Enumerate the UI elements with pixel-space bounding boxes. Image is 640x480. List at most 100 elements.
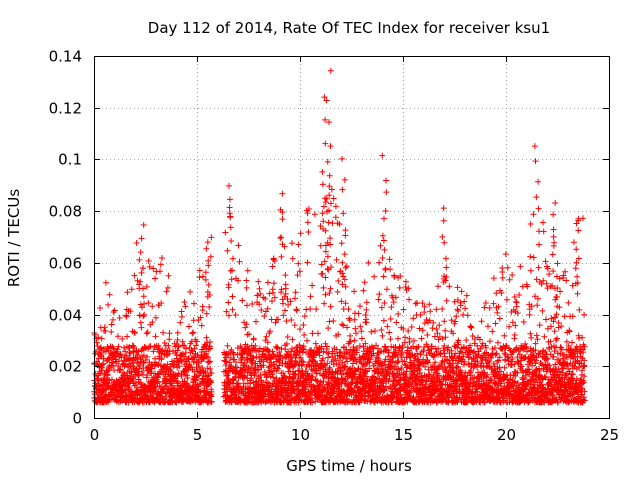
data-point bbox=[361, 279, 368, 286]
data-point bbox=[126, 384, 133, 391]
data-point bbox=[114, 346, 121, 353]
data-point bbox=[379, 332, 386, 339]
data-point bbox=[168, 368, 175, 375]
data-point bbox=[291, 322, 298, 329]
data-point bbox=[424, 332, 431, 339]
data-point bbox=[208, 234, 215, 241]
data-point bbox=[503, 296, 510, 303]
data-point bbox=[322, 274, 329, 281]
data-point bbox=[185, 323, 192, 330]
data-point bbox=[140, 313, 147, 320]
data-point bbox=[293, 306, 300, 313]
data-point bbox=[202, 269, 209, 276]
data-point bbox=[243, 302, 250, 309]
data-point bbox=[208, 379, 215, 386]
data-point bbox=[253, 353, 260, 360]
data-point bbox=[322, 340, 329, 347]
data-point bbox=[176, 363, 183, 370]
data-point bbox=[295, 260, 302, 267]
data-point bbox=[243, 321, 250, 328]
data-point bbox=[244, 267, 251, 274]
y-tick-label: 0.1 bbox=[58, 151, 82, 169]
data-point bbox=[527, 253, 534, 260]
data-point bbox=[149, 303, 156, 310]
data-point bbox=[141, 311, 148, 318]
data-point bbox=[321, 300, 328, 307]
data-point bbox=[324, 158, 331, 165]
data-point bbox=[229, 395, 236, 402]
data-point bbox=[178, 351, 185, 358]
data-point bbox=[340, 273, 347, 280]
data-point bbox=[550, 268, 557, 275]
data-point bbox=[249, 301, 256, 308]
data-point bbox=[569, 313, 576, 320]
data-point bbox=[140, 265, 147, 272]
data-point bbox=[325, 325, 332, 332]
data-point bbox=[408, 324, 415, 331]
data-point bbox=[166, 330, 173, 337]
data-point bbox=[256, 301, 263, 308]
data-point bbox=[144, 353, 151, 360]
data-point bbox=[301, 332, 308, 339]
x-tick-label: 15 bbox=[394, 426, 413, 444]
data-point bbox=[360, 287, 367, 294]
data-point bbox=[110, 308, 117, 315]
data-point bbox=[252, 342, 259, 349]
data-point bbox=[319, 168, 326, 175]
data-point bbox=[309, 282, 316, 289]
data-point bbox=[402, 278, 409, 285]
data-point bbox=[196, 267, 203, 274]
data-point bbox=[111, 353, 118, 360]
data-point bbox=[108, 328, 115, 335]
data-point bbox=[155, 342, 162, 349]
data-point bbox=[279, 216, 286, 223]
data-point bbox=[454, 306, 461, 313]
data-point bbox=[490, 300, 497, 307]
data-point bbox=[395, 311, 402, 318]
data-point bbox=[536, 228, 543, 235]
data-point bbox=[228, 237, 235, 244]
data-point bbox=[320, 218, 327, 225]
data-point bbox=[133, 239, 140, 246]
y-tick-label: 0.14 bbox=[49, 48, 82, 66]
data-point bbox=[282, 281, 289, 288]
data-point bbox=[327, 303, 334, 310]
data-point bbox=[255, 348, 262, 355]
data-point bbox=[380, 215, 387, 222]
data-point bbox=[454, 284, 461, 291]
data-point bbox=[535, 264, 542, 271]
data-point bbox=[206, 304, 213, 311]
data-point bbox=[330, 318, 337, 325]
data-point bbox=[347, 332, 354, 339]
data-point bbox=[199, 307, 206, 314]
data-point bbox=[381, 246, 388, 253]
data-point bbox=[386, 329, 393, 336]
data-point bbox=[358, 335, 365, 342]
data-point bbox=[414, 344, 421, 351]
data-point bbox=[313, 306, 320, 313]
data-point bbox=[421, 309, 428, 316]
data-point bbox=[183, 372, 190, 379]
x-tick-label: 25 bbox=[600, 426, 619, 444]
data-point bbox=[256, 345, 263, 352]
data-point bbox=[223, 308, 230, 315]
data-point bbox=[106, 377, 113, 384]
x-tick-label: 10 bbox=[291, 426, 310, 444]
data-point bbox=[269, 298, 276, 305]
data-point bbox=[146, 263, 153, 270]
data-point bbox=[228, 276, 235, 283]
data-point bbox=[327, 285, 334, 292]
data-point bbox=[123, 312, 130, 319]
data-point bbox=[166, 347, 173, 354]
data-point bbox=[250, 336, 257, 343]
data-point bbox=[110, 345, 117, 352]
data-point bbox=[225, 370, 232, 377]
data-point bbox=[511, 331, 518, 338]
data-point bbox=[266, 290, 273, 297]
data-point bbox=[550, 211, 557, 218]
data-point bbox=[334, 288, 341, 295]
data-point bbox=[193, 342, 200, 349]
data-point bbox=[569, 339, 576, 346]
data-point bbox=[530, 254, 537, 261]
